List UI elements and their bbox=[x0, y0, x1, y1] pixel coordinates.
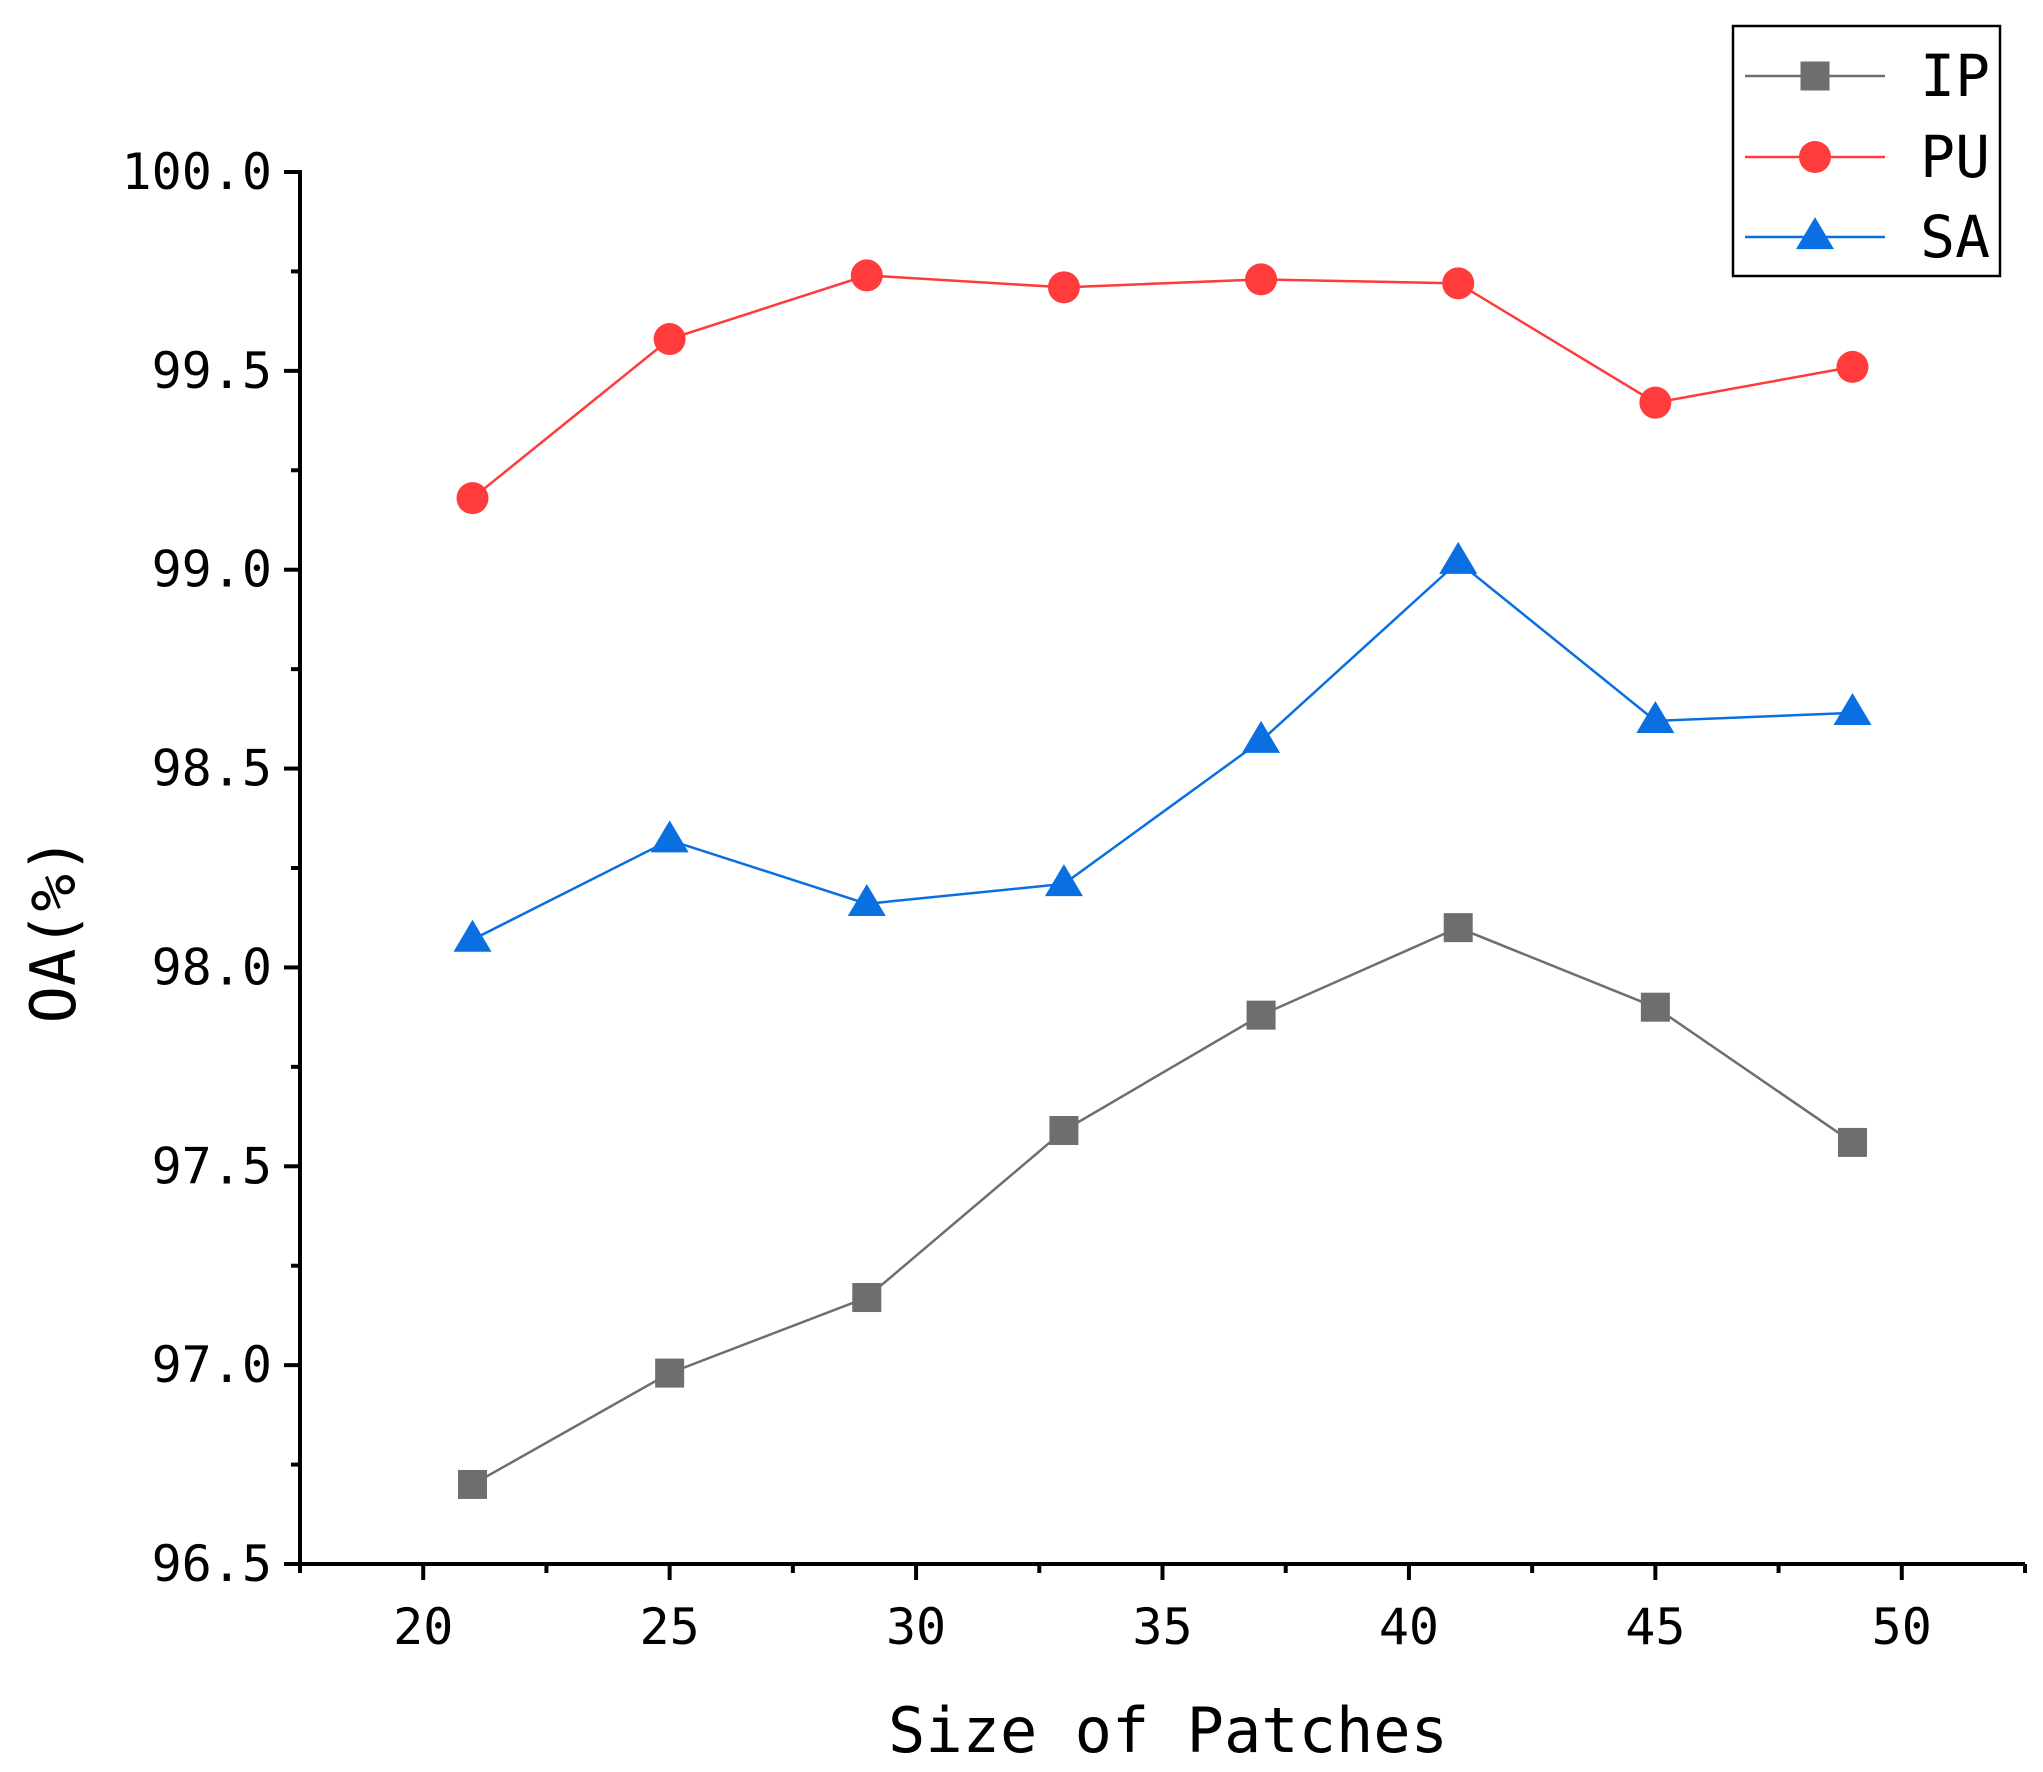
legend-label-ip: IP bbox=[1920, 42, 1990, 110]
axes: 96.5 97.0 97.5 98.0 98.5 99.0 99.5 100.0 20 25 30 3… bbox=[121, 143, 2027, 1656]
data-point-ip bbox=[852, 1283, 882, 1313]
legend-label-sa: SA bbox=[1920, 203, 1990, 271]
x-tick-label: 20 bbox=[393, 1598, 453, 1656]
y-tick-label: 97.5 bbox=[152, 1137, 272, 1195]
legend-marker-ip bbox=[1800, 61, 1830, 91]
plot-area bbox=[453, 259, 1872, 1499]
y-tick-label: 100.0 bbox=[121, 143, 272, 201]
data-point-ip bbox=[1049, 1115, 1079, 1145]
x-tick-label: 35 bbox=[1132, 1598, 1192, 1656]
series-line-sa bbox=[471, 560, 1853, 941]
data-point-sa bbox=[453, 919, 492, 952]
x-axis-title: Size of Patches bbox=[888, 1694, 1448, 1767]
y-tick-label: 99.0 bbox=[152, 541, 272, 599]
data-point-pu bbox=[653, 323, 686, 356]
legend: IP PU SA bbox=[1731, 24, 2002, 278]
data-point-sa bbox=[1636, 701, 1675, 734]
legend-frame bbox=[1731, 24, 2002, 278]
data-point-pu bbox=[1442, 267, 1475, 300]
y-tick-label: 98.5 bbox=[152, 740, 272, 798]
series-line-pu bbox=[471, 274, 1853, 500]
data-point-ip bbox=[655, 1358, 685, 1388]
x-tick-label: 40 bbox=[1379, 1598, 1439, 1656]
y-tick-label: 96.5 bbox=[152, 1535, 272, 1593]
data-point-pu bbox=[1047, 271, 1080, 304]
data-point-sa bbox=[1044, 864, 1083, 897]
data-point-pu bbox=[1245, 263, 1278, 296]
y-tick-label: 97.0 bbox=[152, 1336, 272, 1394]
series-line-ip bbox=[471, 926, 1854, 1486]
data-point-pu bbox=[850, 259, 883, 292]
x-tick-label: 45 bbox=[1625, 1598, 1685, 1656]
data-point-pu bbox=[456, 482, 489, 515]
y-axis-title: OA(%) bbox=[17, 837, 90, 1024]
x-tick-label: 50 bbox=[1872, 1598, 1932, 1656]
data-point-sa bbox=[1439, 541, 1478, 574]
y-tick-label: 99.5 bbox=[152, 342, 272, 400]
data-point-sa bbox=[1242, 720, 1281, 753]
data-point-pu bbox=[1836, 350, 1869, 383]
data-point-ip bbox=[1640, 992, 1670, 1022]
data-point-ip bbox=[1838, 1127, 1867, 1157]
data-point-sa bbox=[847, 883, 886, 916]
data-point-ip bbox=[1246, 1000, 1276, 1030]
data-point-ip bbox=[1443, 913, 1473, 943]
x-tick-label: 30 bbox=[886, 1598, 946, 1656]
data-point-pu bbox=[1639, 386, 1672, 419]
y-tick-label: 98.0 bbox=[152, 938, 272, 996]
data-point-ip bbox=[458, 1469, 487, 1499]
data-point-sa bbox=[650, 820, 689, 853]
legend-marker-sa bbox=[1796, 217, 1834, 250]
legend-label-pu: PU bbox=[1920, 123, 1990, 191]
legend-marker-pu bbox=[1799, 141, 1831, 173]
data-point-sa bbox=[1833, 693, 1872, 726]
x-tick-label: 25 bbox=[640, 1598, 700, 1656]
